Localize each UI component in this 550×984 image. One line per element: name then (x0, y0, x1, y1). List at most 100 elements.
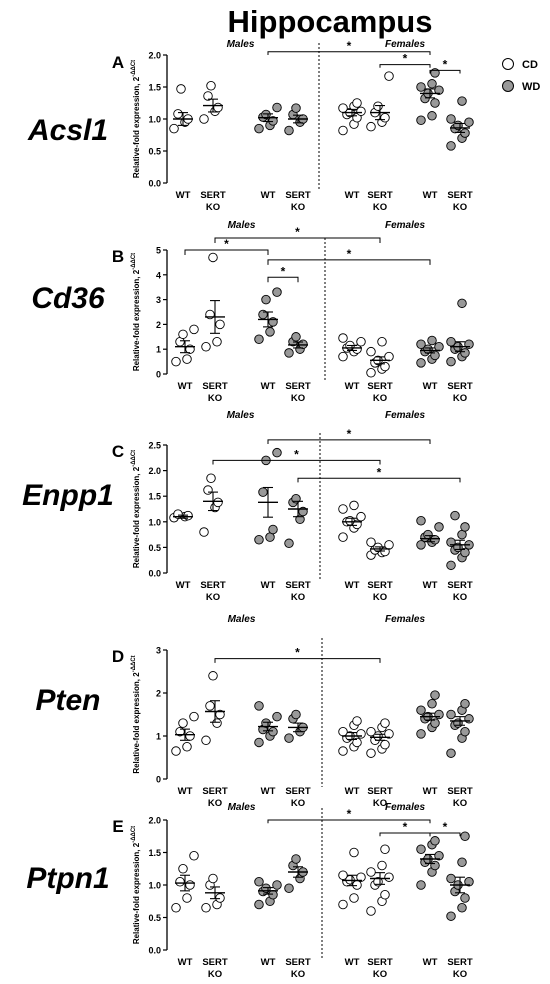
data-point (338, 504, 348, 514)
data-point (460, 831, 470, 842)
y-tick-label: 0.5 (148, 147, 161, 157)
data-point (284, 348, 294, 358)
x-tick-label: WT (178, 957, 193, 968)
data-point (272, 711, 282, 722)
data-point (169, 123, 179, 134)
x-tick-label: WT (345, 957, 360, 968)
data-point (450, 510, 460, 521)
data-point (457, 903, 467, 913)
x-tick-label: SERT (367, 381, 393, 392)
x-tick-label-2: KO (453, 202, 467, 213)
x-tick-label: SERT (367, 957, 393, 968)
data-point (457, 857, 467, 868)
data-point (356, 729, 366, 739)
data-point (427, 699, 437, 709)
data-point (427, 335, 437, 346)
sex-label-females: Females (385, 220, 425, 231)
data-point (261, 294, 271, 305)
data-point (464, 117, 474, 127)
data-point (254, 877, 264, 887)
x-tick-label: SERT (447, 190, 473, 201)
data-point (416, 82, 426, 92)
data-point (380, 890, 390, 900)
data-point (284, 883, 294, 894)
y-tick-label: 0.5 (148, 543, 161, 553)
data-point (464, 877, 474, 887)
y-axis-label: Relative-fold expression, 2-ΔΔCt (131, 450, 141, 568)
data-point (453, 718, 463, 728)
data-point (171, 903, 181, 913)
panel-c: C Enpp1 0.0 0.5 1.0 1.5 2.0 2.5 Relative-fold ex… (22, 410, 474, 603)
data-point (380, 361, 390, 372)
significance-star: * (443, 57, 448, 71)
x-tick-label: SERT (285, 190, 311, 201)
y-tick-label: 5 (156, 246, 161, 256)
y-tick-label: 1 (156, 345, 161, 355)
significance-star: * (443, 820, 448, 834)
significance-star: * (295, 646, 300, 660)
panel-b: B Cd36 0 1 2 3 4 5 Relative-fold expression, 2-Δ… (31, 220, 474, 404)
y-axis-label: Relative-fold expression, 2-ΔΔCt (131, 655, 141, 773)
data-point (356, 872, 366, 882)
data-point (338, 333, 348, 343)
gene-label: Acsl1 (27, 114, 108, 147)
data-point (380, 739, 390, 750)
figure-title: Hippocampus (228, 4, 433, 39)
panel-letter: B (112, 247, 124, 266)
data-point (366, 726, 376, 737)
x-tick-label-2: KO (291, 592, 305, 603)
x-tick-label: WT (178, 381, 193, 392)
data-point (460, 128, 470, 138)
x-tick-label-2: KO (208, 798, 222, 809)
x-tick-label: WT (261, 786, 276, 797)
data-point (434, 85, 444, 95)
data-point (254, 123, 264, 134)
x-tick-label: WT (423, 580, 438, 591)
data-point (212, 718, 222, 728)
panel-letter: D (112, 647, 124, 666)
data-point (185, 880, 195, 890)
data-point (208, 873, 218, 884)
gene-label: Ptpn1 (26, 862, 109, 895)
significance-bracket (184, 249, 269, 255)
x-tick-label: SERT (447, 381, 473, 392)
y-tick-label: 1.0 (148, 881, 161, 891)
data-point (205, 701, 215, 711)
data-point (178, 864, 188, 874)
data-point (268, 116, 278, 126)
data-point (201, 735, 211, 746)
data-point (201, 341, 211, 352)
y-tick-label: 2.0 (148, 51, 161, 61)
x-tick-label: WT (345, 786, 360, 797)
significance-bracket (267, 259, 431, 265)
data-point (356, 511, 366, 522)
x-tick-label: SERT (447, 957, 473, 968)
data-point (366, 867, 376, 877)
x-tick-label: WT (176, 580, 191, 591)
data-point (291, 332, 301, 342)
data-point (446, 709, 456, 720)
y-tick-label: 0.0 (148, 946, 161, 956)
x-tick-label-2: KO (373, 202, 387, 213)
y-tick-label: 1.5 (148, 848, 161, 858)
x-tick-label: SERT (285, 580, 311, 591)
data-point (366, 906, 376, 916)
significance-star: * (347, 427, 352, 441)
data-point (338, 870, 348, 881)
y-tick-label: 3 (156, 295, 161, 305)
data-point (199, 114, 209, 124)
data-point (254, 701, 264, 711)
significance-star: * (294, 447, 299, 461)
data-point (430, 860, 440, 871)
y-tick-label: 1.5 (148, 492, 161, 502)
data-point (380, 112, 390, 123)
data-point (212, 337, 222, 347)
data-point (430, 836, 440, 846)
y-tick-label: 1 (156, 732, 161, 742)
data-point (457, 96, 467, 106)
data-point (338, 899, 348, 910)
data-point (356, 337, 366, 347)
data-point (176, 84, 186, 94)
sex-label-males: Males (227, 410, 255, 421)
data-point (272, 880, 282, 890)
